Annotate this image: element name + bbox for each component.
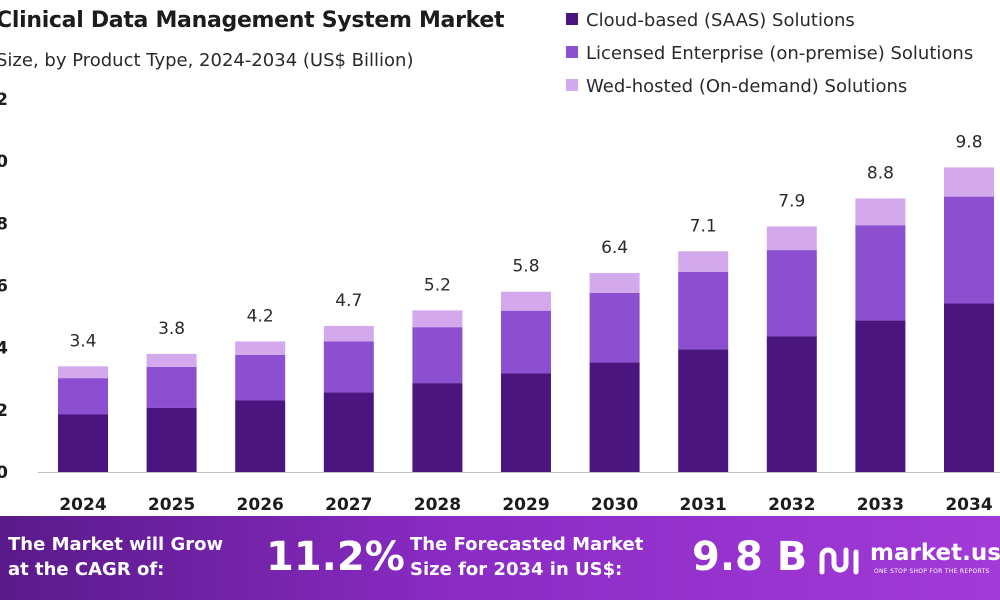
x-tick-label: 2025 — [148, 495, 195, 515]
bar-total-label: 3.4 — [69, 331, 96, 351]
bar-segment-licensed — [58, 378, 108, 415]
bar-total-label: 9.8 — [955, 132, 982, 152]
bar-segment-webhosted — [501, 291, 551, 311]
bar-segment-licensed — [412, 327, 463, 384]
bar-segment-cloud — [501, 373, 551, 472]
y-tick-label: 10 — [0, 152, 8, 172]
bar-segment-licensed — [589, 292, 640, 363]
x-tick-label: 2027 — [325, 495, 372, 515]
cagr-label-line2: at the CAGR of: — [8, 559, 165, 580]
forecast-label-line1: The Forecasted Market — [410, 534, 644, 555]
bar-segment-licensed — [501, 310, 551, 374]
legend-swatch-webhosted — [566, 79, 578, 91]
chart-title: Clinical Data Management System Market — [0, 8, 505, 33]
bar-segment-webhosted — [58, 366, 108, 379]
summary-banner: The Market will Grow at the CAGR of: 11.… — [0, 516, 1000, 600]
bar-total-label: 4.7 — [335, 291, 362, 311]
x-tick-label: 2032 — [768, 495, 815, 515]
forecast-label: The Forecasted Market Size for 2034 in U… — [410, 532, 643, 582]
legend-label-licensed: Licensed Enterprise (on-premise) Solutio… — [586, 43, 974, 64]
bar-segment-webhosted — [855, 198, 906, 226]
bar-segment-webhosted — [235, 341, 286, 355]
bar-segment-licensed — [766, 250, 817, 337]
legend: Cloud-based (SAAS) Solutions Licensed En… — [566, 10, 973, 109]
logo-text: market.us — [870, 540, 1000, 566]
bar-segment-webhosted — [944, 167, 994, 197]
y-tick-label: 12 — [0, 90, 8, 110]
bar-segment-cloud — [855, 320, 906, 472]
cagr-label: The Market will Grow at the CAGR of: — [8, 532, 223, 582]
bar-segment-cloud — [235, 400, 286, 472]
bar-segment-licensed — [235, 354, 286, 401]
bar-total-label: 7.1 — [690, 216, 717, 236]
bar-segment-licensed — [855, 225, 906, 321]
bar-segment-cloud — [412, 383, 463, 472]
bar-segment-cloud — [589, 362, 640, 472]
bar-total-label: 5.8 — [512, 257, 539, 277]
bar-total-label: 4.2 — [247, 306, 274, 326]
bar-segment-webhosted — [412, 310, 463, 328]
bar-total-label: 5.2 — [424, 275, 451, 295]
y-tick-label: 4 — [0, 339, 8, 359]
stacked-bar-chart: 0 2 4 6 8 10 12 3.4 2024 3.8 2025 4.2 2026 4.7 2027 5.2… — [0, 90, 1000, 515]
bar-segment-cloud — [944, 303, 994, 472]
x-tick-label: 2031 — [680, 495, 727, 515]
bar-segment-webhosted — [146, 353, 197, 367]
x-tick-label: 2029 — [502, 495, 549, 515]
x-tick-label: 2034 — [945, 495, 992, 515]
legend-label-webhosted: Wed-hosted (On-demand) Solutions — [586, 76, 908, 97]
bar-total-label: 7.9 — [778, 191, 805, 211]
x-tick-label: 2028 — [414, 495, 461, 515]
bar-segment-cloud — [323, 392, 374, 472]
bar-segment-licensed — [146, 366, 197, 408]
legend-swatch-licensed — [566, 46, 578, 58]
bar-segment-licensed — [678, 271, 729, 350]
bar-segment-webhosted — [678, 251, 729, 272]
y-tick-label: 2 — [0, 401, 8, 421]
logo-tagline: ONE STOP SHOP FOR THE REPORTS — [874, 568, 990, 575]
y-tick-label: 0 — [0, 463, 8, 483]
market-us-logo: market.us ONE STOP SHOP FOR THE REPORTS — [818, 540, 1000, 584]
bar-total-label: 6.4 — [601, 238, 628, 258]
bar-segment-webhosted — [766, 226, 817, 251]
bar-segment-webhosted — [323, 325, 374, 342]
cagr-value: 11.2% — [266, 534, 405, 580]
forecast-value: 9.8 B — [692, 534, 808, 580]
y-tick-label: 8 — [0, 214, 8, 234]
legend-item-webhosted: Wed-hosted (On-demand) Solutions — [566, 76, 973, 109]
forecast-label-line2: Size for 2034 in US$: — [410, 559, 623, 580]
bar-segment-webhosted — [589, 273, 640, 293]
x-tick-label: 2033 — [857, 495, 904, 515]
x-tick-label: 2026 — [237, 495, 284, 515]
bar-segment-cloud — [146, 407, 197, 472]
legend-label-cloud: Cloud-based (SAAS) Solutions — [586, 10, 855, 31]
cagr-label-line1: The Market will Grow — [8, 534, 224, 555]
y-tick-label: 6 — [0, 277, 8, 297]
legend-item-licensed: Licensed Enterprise (on-premise) Solutio… — [566, 43, 973, 76]
legend-swatch-cloud — [566, 13, 578, 25]
bar-segment-cloud — [766, 336, 817, 472]
bar-segment-cloud — [58, 414, 108, 472]
bar-segment-cloud — [678, 349, 729, 472]
chart-subtitle: Size, by Product Type, 2024-2034 (US$ Bi… — [0, 50, 414, 71]
bar-segment-licensed — [323, 341, 374, 393]
bar-total-label: 3.8 — [158, 319, 185, 339]
legend-item-cloud: Cloud-based (SAAS) Solutions — [566, 10, 973, 43]
x-tick-label: 2030 — [591, 495, 638, 515]
market-us-logo-icon — [819, 547, 859, 575]
bar-segment-licensed — [944, 196, 994, 304]
x-tick-label: 2024 — [59, 495, 106, 515]
bar-total-label: 8.8 — [867, 163, 894, 183]
